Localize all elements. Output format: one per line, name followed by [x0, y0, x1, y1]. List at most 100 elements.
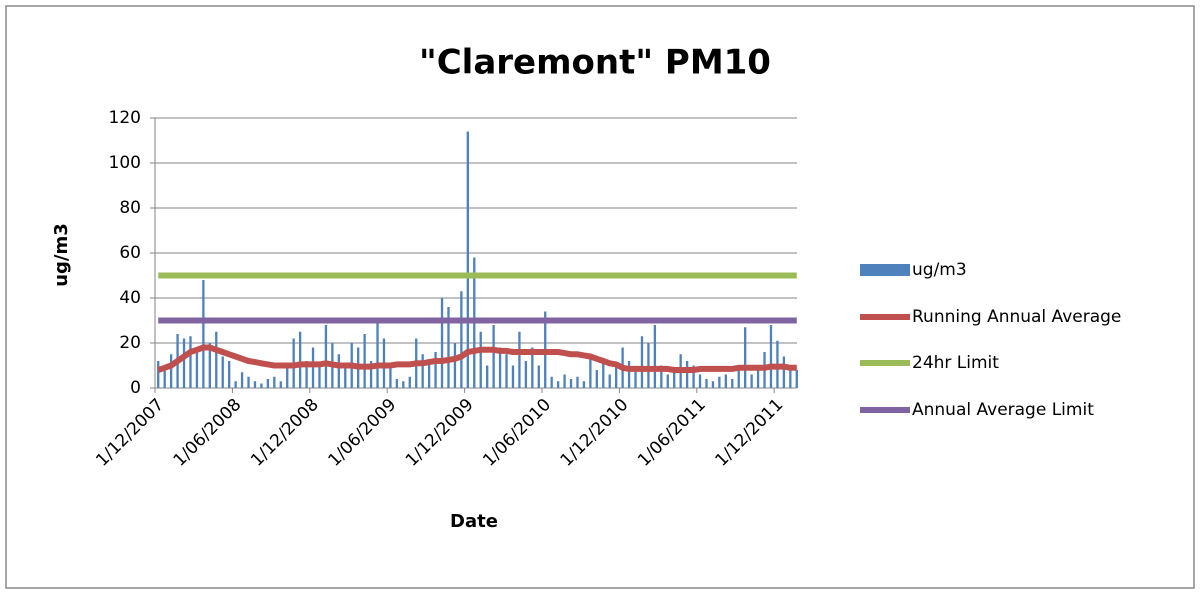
bar — [498, 347, 502, 388]
bar — [395, 379, 399, 388]
bar — [569, 379, 573, 388]
bar — [208, 343, 211, 388]
bar — [240, 372, 244, 388]
bar — [492, 325, 495, 388]
x-axis-label: Date — [450, 511, 498, 532]
bar — [582, 381, 586, 388]
bar — [698, 374, 702, 388]
bar — [434, 352, 437, 388]
bar — [298, 331, 302, 388]
bar — [369, 361, 373, 388]
bar — [576, 376, 579, 388]
bar — [537, 365, 540, 388]
bar — [479, 331, 482, 388]
chart-border — [5, 5, 1195, 589]
bar — [279, 381, 282, 388]
bar — [795, 370, 798, 388]
bar — [640, 336, 644, 388]
y-tick-label: 80 — [119, 198, 141, 218]
bar — [660, 365, 663, 388]
bar — [556, 381, 560, 388]
bar — [718, 376, 721, 388]
bar — [731, 379, 734, 388]
bar — [756, 370, 760, 388]
bar — [615, 365, 618, 388]
bar — [511, 365, 515, 388]
bar — [602, 361, 605, 388]
bar — [692, 365, 695, 388]
bar — [311, 347, 315, 388]
bar — [724, 374, 727, 388]
bar — [389, 365, 392, 388]
line-series — [157, 344, 797, 373]
bar — [531, 347, 534, 388]
y-tick-label: 100 — [109, 153, 141, 173]
bar — [228, 361, 231, 388]
bar — [215, 331, 218, 388]
bar — [376, 322, 379, 388]
bar — [737, 370, 740, 388]
bar — [305, 361, 308, 388]
bar — [653, 325, 657, 388]
bar — [427, 361, 431, 388]
bar — [673, 370, 676, 388]
y-tick-label: 60 — [119, 243, 141, 263]
bar — [505, 354, 508, 388]
bar — [195, 347, 199, 388]
bar — [666, 374, 669, 388]
bar — [769, 325, 773, 388]
bar — [589, 354, 592, 388]
y-tick-label: 0 — [130, 378, 141, 398]
bar — [408, 376, 411, 388]
bar — [247, 376, 250, 388]
bar — [260, 383, 263, 388]
bar — [453, 343, 457, 388]
bar — [550, 376, 553, 388]
bar — [789, 365, 792, 388]
bar — [182, 338, 186, 388]
bar — [685, 361, 689, 388]
bar — [163, 370, 166, 388]
y-tick-label: 120 — [109, 108, 141, 128]
y-tick-label: 20 — [119, 333, 141, 353]
bar — [286, 365, 289, 388]
bar — [595, 370, 598, 388]
bar — [744, 327, 747, 388]
bar — [524, 361, 528, 388]
bar — [273, 376, 276, 388]
bar — [421, 354, 424, 388]
bar — [253, 381, 257, 388]
bar — [189, 336, 192, 388]
bar — [518, 331, 521, 388]
bar — [363, 334, 366, 388]
y-tick-label: 40 — [119, 288, 141, 308]
bar — [711, 381, 715, 388]
bar — [627, 361, 631, 388]
bar — [221, 356, 224, 388]
bar — [608, 374, 611, 388]
bar — [402, 381, 405, 388]
bar — [750, 374, 753, 388]
bar — [234, 381, 237, 388]
bar — [486, 365, 489, 388]
bar — [460, 291, 463, 388]
bar — [647, 343, 650, 388]
bar — [344, 365, 347, 388]
bar — [466, 131, 469, 388]
bar — [324, 325, 328, 388]
y-axis-label: ug/m3 — [51, 223, 72, 287]
legend-label: 24hr Limit — [912, 353, 999, 373]
bar — [563, 374, 566, 388]
chart-title: "Claremont" PM10 — [419, 43, 771, 83]
legend-swatch — [860, 264, 910, 276]
bar — [440, 298, 444, 388]
bar — [318, 365, 321, 388]
legend-label: ug/m3 — [912, 260, 967, 280]
bar — [169, 354, 173, 388]
bar — [705, 379, 708, 388]
bar — [202, 280, 205, 388]
bar — [337, 354, 340, 388]
bar — [634, 370, 637, 388]
bar — [157, 361, 160, 388]
